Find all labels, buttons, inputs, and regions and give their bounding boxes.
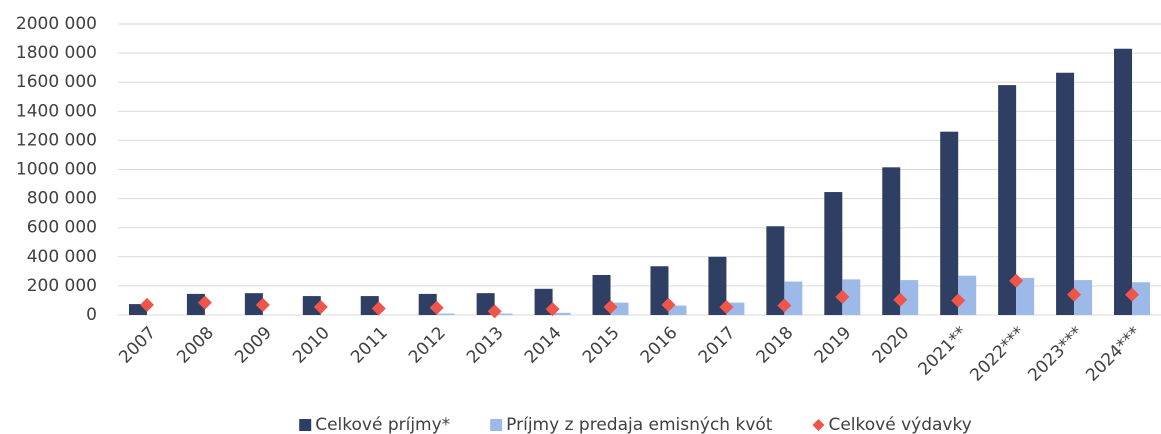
x-tick-label: 2008 [173,323,218,368]
bar [842,279,861,315]
legend-symbol [812,419,825,431]
x-tick-label: 2024*** [1082,323,1145,386]
marker [661,297,676,312]
bar [998,85,1017,315]
y-tick-label: 600 000 [27,218,97,238]
x-tick-label: 2015 [579,323,624,368]
bar [1056,72,1075,316]
bar [1074,280,1093,315]
legend-label: Príjmy z predaja emisných kvót [506,415,773,434]
marker [777,298,792,313]
x-tick-label: 2012 [405,323,450,368]
legend-symbol [490,419,503,431]
bar [1114,48,1133,316]
y-tick-label: 1400 000 [16,101,97,121]
y-tick-label: 1200 000 [16,130,97,150]
bar [1016,277,1035,315]
bar [824,192,843,315]
y-tick-label: 1600 000 [16,72,97,92]
x-tick-label: 2019 [811,323,856,368]
bar [186,293,205,315]
x-tick-label: 2011 [347,323,392,368]
marker [197,295,212,310]
bar [668,305,687,315]
x-tick-label: 2014 [521,323,566,368]
bar [128,304,147,315]
y-tick-label: 400 000 [27,247,97,267]
marker [139,297,154,312]
x-tick-label: 2020 [869,323,914,368]
x-tick-label: 2021** [915,323,972,380]
legend-label: Celkové výdavky [828,415,971,434]
marker [603,299,618,314]
x-tick-label: 2016 [637,323,682,368]
marker [719,299,734,314]
marker [893,292,908,307]
marker [255,297,270,312]
x-tick-label: 2007 [115,323,160,368]
bar [766,226,785,315]
bar [900,280,919,315]
y-tick-label: 2000 000 [16,14,97,34]
marker [487,304,502,319]
y-tick-label: 1800 000 [16,43,97,63]
x-tick-label: 2009 [231,323,276,368]
bar [552,312,571,315]
legend-label: Celkové príjmy* [315,415,450,434]
marker [951,293,966,308]
y-tick-label: 1000 000 [16,160,97,180]
marker [835,289,850,304]
marker [371,301,386,316]
marker [1067,287,1082,302]
bar [302,296,321,315]
bar [708,256,727,315]
x-tick-label: 2017 [695,323,740,368]
bar [882,167,901,315]
marker [545,302,560,317]
x-tick-label: 2022*** [966,323,1029,386]
marker [1125,287,1140,302]
bar [1132,282,1151,315]
bar [436,313,455,315]
bar [494,313,513,315]
x-tick-label: 2013 [463,323,508,368]
bar [244,293,263,315]
y-tick-label: 200 000 [27,276,97,296]
bar [940,131,959,315]
x-tick-label: 2023*** [1024,323,1087,386]
y-tick-label: 0 [86,305,97,325]
bar [784,281,803,315]
marker [429,300,444,315]
marker [313,299,328,314]
y-tick-label: 800 000 [27,189,97,209]
x-tick-label: 2018 [753,323,798,368]
x-tick-label: 2010 [289,323,334,368]
marker [1009,273,1024,288]
legend-symbol [299,419,312,431]
bar [958,275,977,315]
